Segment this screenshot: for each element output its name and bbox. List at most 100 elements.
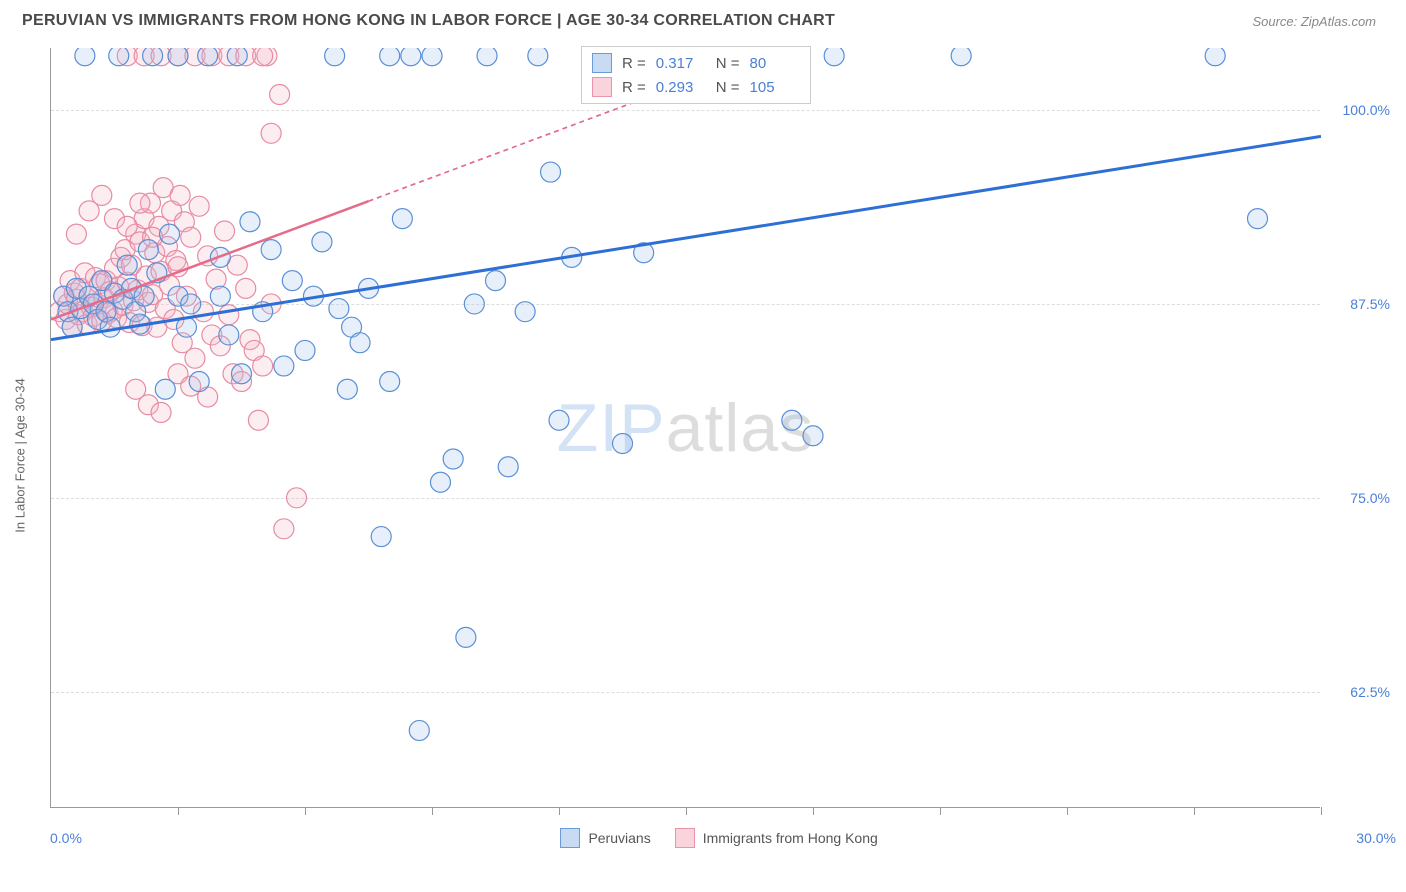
data-point <box>130 193 150 213</box>
swatch-hongkong-icon <box>592 77 612 97</box>
data-point <box>464 294 484 314</box>
data-point <box>66 224 86 244</box>
corr-n-label: N = <box>716 79 740 96</box>
x-tick <box>1067 807 1068 815</box>
x-axis-row: 0.0% Peruvians Immigrants from Hong Kong… <box>50 828 1406 848</box>
data-point <box>261 123 281 143</box>
x-tick <box>178 807 179 815</box>
data-point <box>824 48 844 66</box>
y-tick-label: 87.5% <box>1350 296 1390 312</box>
chart-container: In Labor Force | Age 30-34 ZIPatlas R = … <box>50 48 1406 848</box>
x-tick <box>432 807 433 815</box>
source-attribution: Source: ZipAtlas.com <box>1252 14 1376 29</box>
data-point <box>236 278 256 298</box>
x-tick <box>1194 807 1195 815</box>
data-point <box>443 449 463 469</box>
x-axis-min-label: 0.0% <box>50 830 82 846</box>
chart-title: PERUVIAN VS IMMIGRANTS FROM HONG KONG IN… <box>22 12 835 30</box>
data-point <box>270 85 290 105</box>
data-point <box>109 48 129 66</box>
data-point <box>541 162 561 182</box>
data-point <box>100 317 120 337</box>
data-point <box>75 48 95 66</box>
data-point <box>782 410 802 430</box>
data-point <box>498 457 518 477</box>
data-point <box>325 48 345 66</box>
x-tick <box>1321 807 1322 815</box>
data-point <box>181 294 201 314</box>
data-point <box>274 356 294 376</box>
data-point <box>430 472 450 492</box>
data-point <box>215 221 235 241</box>
corr-r-value: 0.317 <box>656 55 706 72</box>
data-point <box>380 371 400 391</box>
data-point <box>282 271 302 291</box>
data-point <box>151 402 171 422</box>
data-point <box>168 48 188 66</box>
data-point <box>117 255 137 275</box>
data-point <box>253 356 273 376</box>
data-point <box>253 48 273 66</box>
swatch-hongkong-icon <box>675 828 695 848</box>
data-point <box>227 48 247 66</box>
x-tick <box>305 807 306 815</box>
data-point <box>160 224 180 244</box>
corr-row-hongkong: R = 0.293 N = 105 <box>592 75 800 99</box>
data-point <box>409 720 429 740</box>
data-point <box>392 209 412 229</box>
plot-svg <box>51 48 1321 808</box>
data-point <box>1248 209 1268 229</box>
legend-item-peruvians: Peruvians <box>560 828 650 848</box>
data-point <box>528 48 548 66</box>
data-point <box>210 286 230 306</box>
y-tick-label: 62.5% <box>1350 684 1390 700</box>
plot-area: ZIPatlas R = 0.317 N = 80 R = 0.293 N = … <box>50 48 1320 808</box>
chart-header: PERUVIAN VS IMMIGRANTS FROM HONG KONG IN… <box>0 0 1406 38</box>
x-tick <box>559 807 560 815</box>
x-tick <box>813 807 814 815</box>
data-point <box>312 232 332 252</box>
data-point <box>371 527 391 547</box>
legend: Peruvians Immigrants from Hong Kong <box>560 828 877 848</box>
data-point <box>380 48 400 66</box>
data-point <box>803 426 823 446</box>
data-point <box>295 340 315 360</box>
legend-label: Immigrants from Hong Kong <box>703 830 878 846</box>
data-point <box>92 185 112 205</box>
y-tick-label: 75.0% <box>1350 490 1390 506</box>
data-point <box>143 48 163 66</box>
data-point <box>181 227 201 247</box>
data-point <box>198 48 218 66</box>
regression-line <box>51 136 1321 339</box>
data-point <box>189 371 209 391</box>
data-point <box>117 216 137 236</box>
data-point <box>486 271 506 291</box>
swatch-peruvians-icon <box>592 53 612 73</box>
data-point <box>422 48 442 66</box>
corr-r-label: R = <box>622 55 646 72</box>
corr-row-peruvians: R = 0.317 N = 80 <box>592 51 800 75</box>
data-point <box>350 333 370 353</box>
data-point <box>477 48 497 66</box>
data-point <box>240 212 260 232</box>
correlation-box: R = 0.317 N = 80 R = 0.293 N = 105 <box>581 46 811 104</box>
data-point <box>287 488 307 508</box>
data-point <box>261 240 281 260</box>
x-tick <box>940 807 941 815</box>
corr-n-value: 105 <box>750 79 800 96</box>
swatch-peruvians-icon <box>560 828 580 848</box>
y-tick-label: 100.0% <box>1343 102 1390 118</box>
legend-item-hongkong: Immigrants from Hong Kong <box>675 828 878 848</box>
data-point <box>232 364 252 384</box>
data-point <box>138 240 158 260</box>
corr-n-label: N = <box>716 55 740 72</box>
data-point <box>337 379 357 399</box>
corr-r-value: 0.293 <box>656 79 706 96</box>
data-point <box>170 185 190 205</box>
data-point <box>189 196 209 216</box>
data-point <box>329 299 349 319</box>
data-point <box>248 410 268 430</box>
data-point <box>456 627 476 647</box>
x-tick <box>686 807 687 815</box>
data-point <box>549 410 569 430</box>
